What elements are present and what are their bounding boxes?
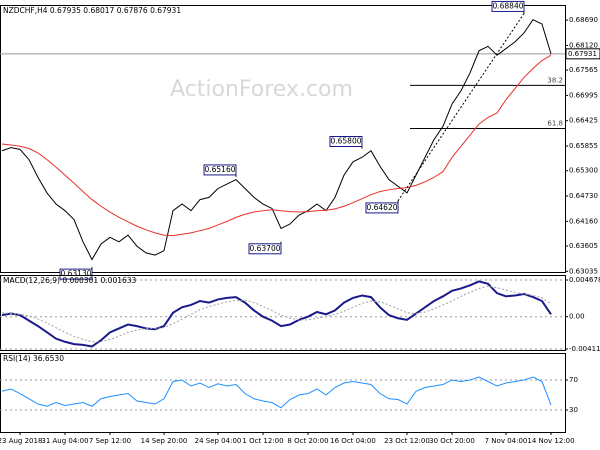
series-line [1, 285, 552, 343]
annotation-label: 0.63700 [249, 244, 280, 253]
annotation-box [248, 243, 282, 255]
y-tick-label: 0.64160 [569, 217, 598, 225]
y-tick-label: 0.68120 [569, 41, 598, 49]
series-line [1, 54, 552, 237]
annotation-box [59, 268, 93, 280]
x-tick-label: 7 Sep 12:00 [89, 437, 131, 445]
x-tick-label: 24 Sep 04:00 [195, 437, 242, 445]
y-tick-label: -0.004118 [569, 345, 600, 353]
x-tick-label: 7 Nov 04:00 [485, 437, 528, 445]
x-tick-label: 14 Sep 20:00 [141, 437, 188, 445]
fib-label: 38.2 [547, 76, 563, 84]
trend-line [397, 13, 525, 202]
panel-title: RSI(14) 36.6530 [3, 354, 64, 363]
y-tick-label: 0.68690 [569, 16, 598, 24]
y-tick-label: 0.65300 [569, 167, 598, 175]
annotation-box [329, 135, 363, 147]
annotation-label: 0.63130 [60, 269, 91, 278]
series-line [1, 280, 552, 348]
panel-frame [0, 5, 566, 273]
panel-title: MACD(12,26,9) 0.000301 0.001633 [3, 276, 137, 285]
annotation-label: 0.64620 [366, 203, 397, 212]
y-tick-label: 30 [569, 406, 578, 414]
panel-frame [0, 353, 566, 433]
x-tick-label: 23 Aug 2018 [0, 437, 42, 445]
x-tick-label: 16 Oct 04:00 [330, 437, 376, 445]
y-tick-label: 0.65855 [569, 142, 598, 150]
annotation-box [365, 202, 399, 214]
y-tick-label: 0.63035 [569, 267, 598, 275]
series-line [1, 376, 552, 409]
y-tick-label: 0.67565 [569, 66, 598, 74]
panel-title: NZDCHF,H4 0.67935 0.68017 0.67876 0.6793… [3, 6, 181, 15]
x-tick-label: 31 Aug 04:00 [41, 437, 88, 445]
last-price-box [565, 48, 600, 60]
watermark: ActionForex.com [170, 77, 353, 102]
y-tick-label: 0.63605 [569, 242, 598, 250]
x-tick-label: 30 Oct 20:00 [429, 437, 475, 445]
series-line [1, 19, 552, 261]
y-tick-label: 0.004678 [569, 276, 600, 284]
fib-label: 61.8 [547, 120, 563, 128]
annotation-label: 0.68840 [492, 1, 523, 10]
x-tick-label: 23 Oct 12:00 [384, 437, 430, 445]
x-tick-label: 8 Oct 20:00 [287, 437, 328, 445]
y-tick-label: 0.66425 [569, 117, 598, 125]
y-tick-label: 0.64730 [569, 192, 598, 200]
x-tick-label: 1 Oct 12:00 [242, 437, 283, 445]
annotation-box [491, 0, 525, 12]
y-tick-label: 0.66995 [569, 91, 598, 99]
y-tick-label: 0.00 [569, 313, 585, 321]
y-tick-label: 70 [569, 376, 578, 384]
annotation-box [203, 164, 237, 176]
x-tick-label: 14 Nov 12:00 [527, 437, 574, 445]
annotation-label: 0.65800 [330, 136, 361, 145]
last-price-label: 0.67931 [568, 50, 597, 58]
panel-frame [0, 275, 566, 351]
annotation-label: 0.65160 [204, 165, 235, 174]
